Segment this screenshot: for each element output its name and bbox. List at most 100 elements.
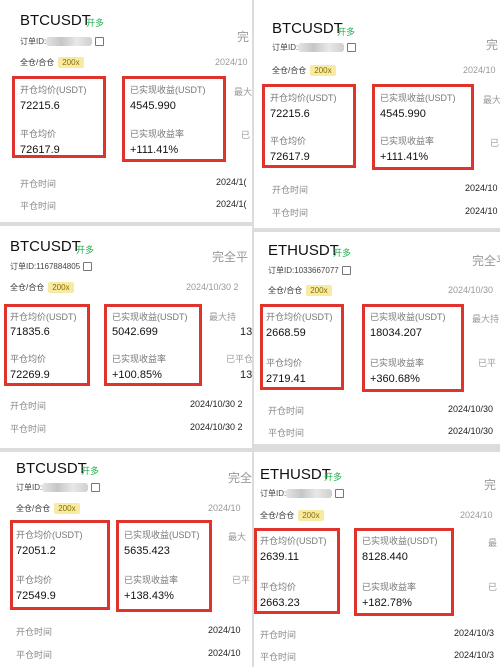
open-time-value: 2024/10	[208, 625, 241, 635]
open-avg-label: 开仓均价(USDT)	[260, 536, 327, 546]
open-time-value: 2024/10/30	[448, 404, 494, 414]
open-avg-value: 72215.6	[20, 100, 60, 112]
roi-value: +138.43%	[124, 590, 174, 602]
order-id: 订单ID:1167884805	[10, 261, 93, 272]
edge-date: 2024/10	[208, 503, 241, 513]
open-close-box	[254, 528, 340, 614]
side-badge: 开多	[81, 466, 100, 476]
order-id: 订单ID:	[260, 488, 345, 499]
pnl-label: 已实现收益(USDT)	[124, 530, 200, 540]
copy-icon[interactable]	[91, 483, 101, 493]
pnl-value: 8128.440	[362, 551, 408, 563]
close-avg-label: 平仓均价	[270, 136, 307, 146]
roi-label: 已实现收益率	[380, 136, 435, 146]
copy-icon[interactable]	[95, 37, 105, 47]
order-id: 订单ID:1033667077	[268, 265, 351, 276]
roi-label: 已实现收益率	[362, 582, 417, 592]
close-avg-value: 72269.9	[10, 369, 50, 381]
close-avg-value: 2663.23	[260, 597, 300, 609]
open-time-label: 开仓时间	[272, 185, 309, 195]
pair-name: BTCUSDT	[272, 20, 343, 37]
open-avg-value: 71835.6	[10, 326, 50, 338]
pnl-value: 18034.207	[370, 327, 422, 339]
close-time-value: 2024/10	[465, 206, 498, 216]
status-text: 完全平	[472, 254, 500, 268]
copy-icon[interactable]	[335, 489, 345, 499]
close-time-label: 平仓时间	[16, 650, 53, 660]
order-id: 订单ID:	[16, 482, 101, 493]
margin-mode: 全仓/合仓 200x	[16, 503, 80, 514]
open-avg-value: 2639.11	[260, 551, 299, 563]
roi-value: +100.85%	[112, 369, 162, 381]
trade-card-2: BTCUSDT 开多 订单ID: 全仓/合仓 200x 完 2024/10 开仓均…	[254, 0, 500, 228]
pnl-label: 已实现收益(USDT)	[112, 312, 188, 322]
pnl-value: 5042.699	[112, 326, 158, 338]
status-text: 完	[486, 38, 499, 52]
pair-name: ETHUSDT	[260, 466, 331, 483]
margin-mode: 全仓/合仓 200x	[260, 510, 324, 521]
open-avg-label: 开仓均价(USDT)	[270, 93, 337, 103]
redacted-id	[42, 483, 89, 493]
open-time-label: 开仓时间	[20, 179, 57, 189]
redacted-id	[46, 37, 93, 47]
pair-name: BTCUSDT	[10, 238, 81, 255]
open-time-label: 开仓时间	[260, 630, 297, 640]
close-time-value: 2024/10	[208, 648, 241, 658]
roi-label: 已实现收益率	[112, 354, 167, 364]
close-time-value: 2024/10/30 2	[190, 422, 243, 432]
roi-label: 已实现收益率	[130, 129, 185, 139]
pnl-value: 5635.423	[124, 545, 170, 557]
open-avg-label: 开仓均价(USDT)	[16, 530, 83, 540]
copy-icon[interactable]	[347, 43, 357, 53]
pnl-label: 已实现收益(USDT)	[380, 93, 456, 103]
open-avg-label: 开仓均价(USDT)	[266, 312, 333, 322]
order-id: 订单ID:	[20, 36, 105, 47]
max-hold-value: 13	[240, 326, 252, 338]
closed-label: 已	[488, 582, 498, 592]
closed-label: 已平	[478, 358, 497, 368]
close-time-label: 平仓时间	[260, 652, 297, 662]
status-text: 完	[237, 30, 250, 44]
open-time-label: 开仓时间	[268, 406, 305, 416]
pnl-box	[104, 304, 202, 386]
max-hold-label: 最	[488, 538, 498, 548]
max-hold-label: 最大持	[209, 312, 237, 322]
edge-date: 2024/10	[215, 57, 248, 67]
roi-value: +182.78%	[362, 597, 412, 609]
closed-label: 已	[241, 130, 251, 140]
leverage-badge: 200x	[58, 57, 84, 68]
pnl-box	[372, 84, 474, 170]
closed-label: 已平	[232, 575, 251, 585]
leverage-badge: 200x	[54, 503, 80, 514]
copy-icon[interactable]	[341, 266, 351, 276]
close-time-label: 平仓时间	[272, 208, 309, 218]
closed-label: 已	[490, 138, 500, 148]
pnl-value: 4545.990	[130, 100, 176, 112]
copy-icon[interactable]	[83, 262, 93, 272]
margin-mode: 全仓/合仓 200x	[272, 65, 336, 76]
margin-mode: 全仓/合仓 200x	[268, 285, 332, 296]
close-avg-label: 平仓均价	[266, 358, 303, 368]
open-time-value: 2024/10/30 2	[190, 399, 243, 409]
max-hold-label: 最大	[483, 95, 500, 105]
close-avg-value: 72617.9	[270, 151, 310, 163]
roi-value: +111.41%	[130, 144, 179, 156]
close-time-value: 2024/10/3	[454, 650, 495, 660]
status-text: 完	[484, 478, 497, 492]
roi-value: +360.68%	[370, 373, 420, 385]
open-avg-value: 72215.6	[270, 108, 310, 120]
open-avg-label: 开仓均价(USDT)	[20, 85, 87, 95]
status-text: 完全	[228, 471, 252, 485]
side-badge: 开多	[86, 18, 105, 28]
side-badge: 开多	[337, 27, 356, 37]
pnl-label: 已实现收益(USDT)	[130, 85, 206, 95]
pair-name: BTCUSDT	[16, 460, 87, 477]
leverage-badge: 200x	[298, 510, 324, 521]
close-avg-label: 平仓均价	[16, 575, 53, 585]
redacted-id	[298, 43, 345, 53]
open-close-box	[262, 84, 356, 168]
max-hold-label: 最大持	[472, 314, 500, 324]
trade-card-6: ETHUSDT 开多 订单ID: 全仓/合仓 200x 完 2024/10 开仓均…	[254, 452, 500, 667]
close-time-value: 2024/1(	[216, 199, 247, 209]
